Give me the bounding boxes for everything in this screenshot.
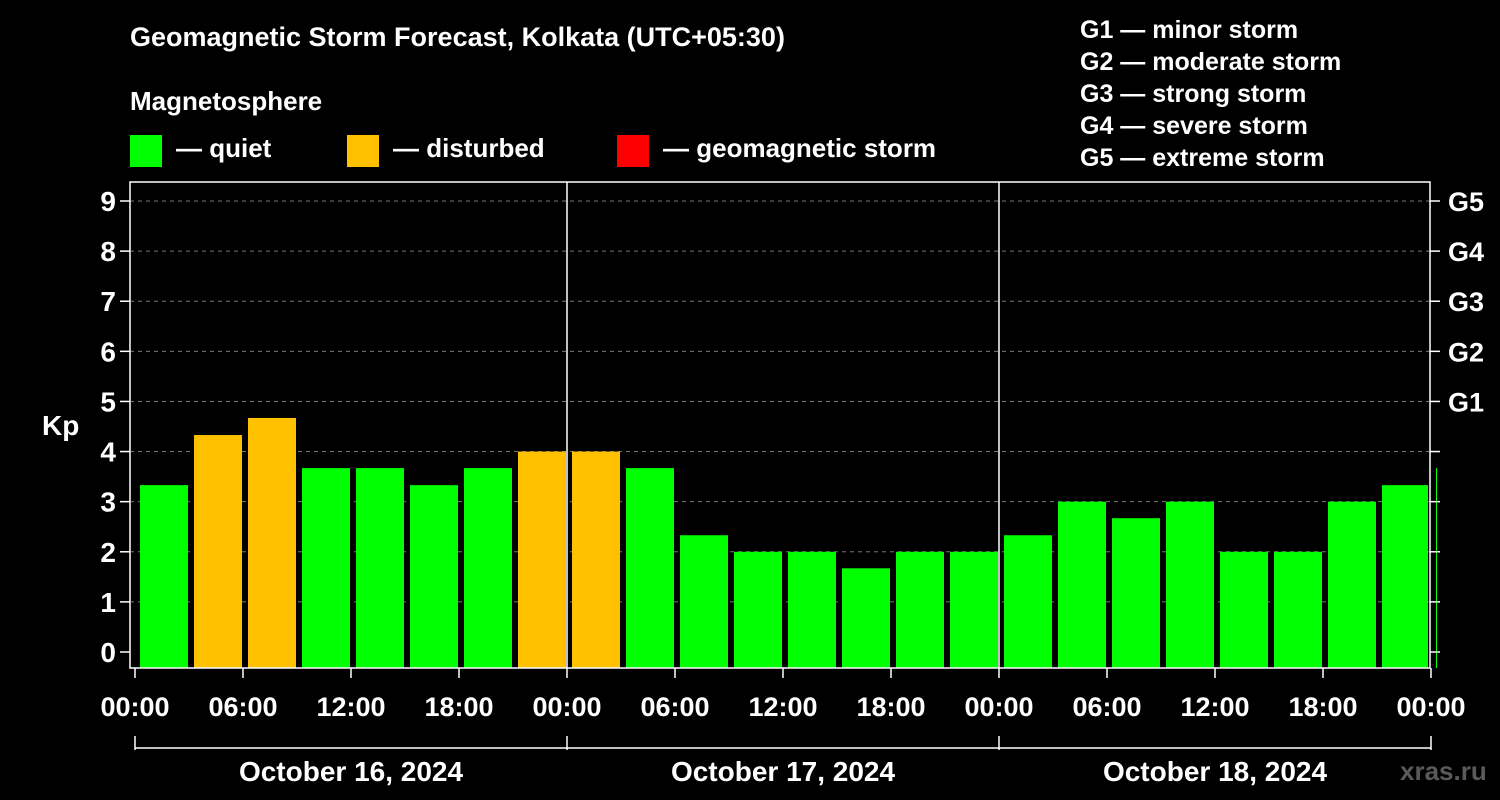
legend-label-quiet: — quiet (176, 133, 272, 163)
x-tick-label: 00:00 (100, 692, 169, 722)
chart-title: Geomagnetic Storm Forecast, Kolkata (UTC… (130, 22, 785, 52)
scale-g3: G3 — strong storm (1080, 80, 1307, 108)
kp-bar (788, 551, 836, 668)
kp-bar (248, 417, 296, 668)
kp-bar (1436, 468, 1437, 668)
kp-bar (680, 535, 728, 668)
y-axis-label: Kp (42, 410, 80, 441)
kp-bar (1328, 501, 1376, 668)
storm-scale-legend: G1 — minor storm G2 — moderate storm G3 … (1080, 14, 1341, 174)
x-tick-label: 12:00 (748, 692, 817, 722)
x-tick-label: 18:00 (1288, 692, 1357, 722)
kp-bar (950, 551, 998, 668)
scale-g5: G5 — extreme storm (1080, 144, 1325, 172)
legend-title: Magnetosphere (130, 86, 323, 116)
x-tick-label: 00:00 (1396, 692, 1465, 722)
y-tick-label: 0 (100, 637, 116, 668)
kp-bar (1220, 551, 1268, 668)
y-tick-label: 9 (100, 186, 116, 217)
y-tick-label: 2 (100, 537, 116, 568)
kp-bar (842, 568, 890, 668)
y-tick-label: 7 (100, 286, 116, 317)
y-tick-label: 5 (100, 386, 116, 417)
x-tick-label: 18:00 (856, 692, 925, 722)
watermark: xras.ru (1400, 756, 1487, 786)
storm-level-label: G3 (1448, 287, 1484, 317)
legend-swatch-disturbed (347, 135, 379, 167)
x-tick-label: 06:00 (640, 692, 709, 722)
storm-level-label: G2 (1448, 337, 1484, 367)
kp-bar (1112, 518, 1160, 668)
kp-bar (734, 551, 782, 668)
storm-level-label: G4 (1448, 237, 1484, 267)
storm-level-label: G5 (1448, 187, 1484, 217)
legend-swatch-storm (617, 135, 649, 167)
x-tick-label: 12:00 (1180, 692, 1249, 722)
x-tick-label: 06:00 (1072, 692, 1141, 722)
y-tick-label: 4 (100, 437, 116, 468)
x-tick-label: 06:00 (208, 692, 277, 722)
x-tick-label: 00:00 (964, 692, 1033, 722)
kp-bar (518, 451, 566, 668)
storm-level-label: G1 (1448, 387, 1484, 417)
kp-bar (1166, 501, 1214, 668)
kp-bar (410, 485, 458, 668)
scale-g4: G4 — severe storm (1080, 112, 1308, 140)
kp-bar (572, 451, 620, 668)
y-tick-label: 6 (100, 336, 116, 367)
x-tick-label: 00:00 (532, 692, 601, 722)
kp-bar (896, 551, 944, 668)
kp-bar (140, 485, 188, 668)
kp-bar (464, 468, 512, 668)
scale-g2: G2 — moderate storm (1080, 48, 1342, 76)
kp-bar (302, 468, 350, 668)
y-tick-label: 1 (100, 587, 116, 618)
kp-bar (626, 468, 674, 668)
day-label: October 18, 2024 (1103, 756, 1328, 787)
legend-label-storm: — geomagnetic storm (663, 133, 937, 163)
x-tick-label: 12:00 (316, 692, 385, 722)
kp-bar (1274, 551, 1322, 668)
y-tick-label: 8 (100, 236, 116, 267)
legend-label-disturbed: — disturbed (393, 133, 545, 163)
kp-bar (194, 435, 242, 668)
legend-swatch-quiet (130, 135, 162, 167)
day-label: October 16, 2024 (239, 756, 464, 787)
scale-g1: G1 — minor storm (1080, 16, 1299, 44)
kp-bar (356, 468, 404, 668)
kp-bar (1382, 485, 1428, 668)
kp-bar (1004, 535, 1052, 668)
y-tick-label: 3 (100, 487, 116, 518)
x-tick-label: 18:00 (424, 692, 493, 722)
day-label: October 17, 2024 (671, 756, 896, 787)
plot-frame (129, 181, 1431, 669)
kp-bar (1058, 501, 1106, 668)
